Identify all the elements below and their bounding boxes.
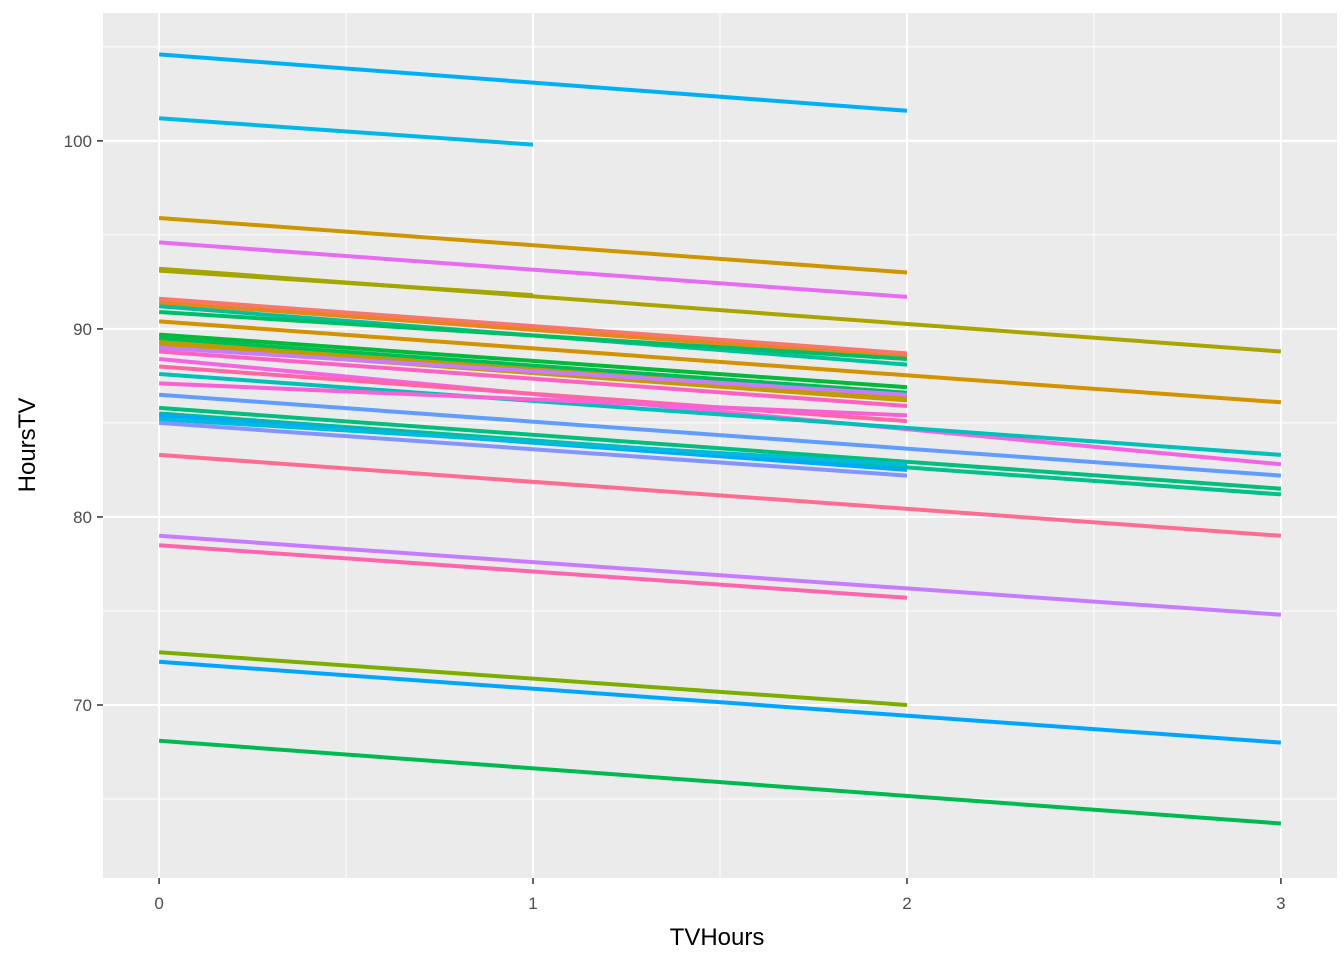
- major-grid: [103, 13, 1337, 878]
- series-line: [158, 650, 908, 707]
- series-line: [158, 405, 1282, 491]
- series-line: [158, 319, 1282, 405]
- x-tick-label: 2: [902, 894, 911, 913]
- series-line: [158, 332, 908, 390]
- series-line: [158, 357, 1282, 467]
- series-line: [158, 345, 908, 397]
- series-line: [158, 392, 1282, 478]
- series-line: [158, 240, 908, 299]
- y-tick-label: 80: [73, 508, 92, 527]
- series-line: [158, 52, 908, 113]
- y-axis-title: HoursTV: [14, 398, 41, 493]
- series-line: [158, 452, 1282, 538]
- y-tick-label: 90: [73, 320, 92, 339]
- x-tick-label: 3: [1276, 894, 1285, 913]
- series-line: [158, 268, 534, 298]
- x-tick-label: 0: [154, 894, 163, 913]
- series-line: [158, 372, 1282, 457]
- series-line: [158, 216, 908, 275]
- series-line: [158, 336, 908, 395]
- series-line: [158, 349, 908, 408]
- series-lines: [158, 52, 1282, 826]
- x-tick-label: 1: [528, 894, 537, 913]
- series-line: [158, 543, 908, 600]
- series-line: [158, 296, 908, 356]
- series-line: [158, 420, 908, 478]
- series-line: [158, 116, 534, 147]
- y-tick-label: 70: [73, 696, 92, 715]
- y-tick-label: 100: [64, 132, 92, 151]
- series-line: [159, 381, 908, 418]
- series-line: [158, 310, 908, 361]
- y-axis: 70 80 90 100: [64, 132, 103, 715]
- series-line: [158, 738, 1282, 826]
- x-axis-title: TVHours: [670, 924, 765, 951]
- x-axis: 0 1 2 3: [154, 878, 1286, 913]
- series-line: [158, 300, 908, 360]
- series-line: [158, 417, 908, 467]
- series-line: [158, 533, 1282, 617]
- series-line: [158, 659, 1282, 745]
